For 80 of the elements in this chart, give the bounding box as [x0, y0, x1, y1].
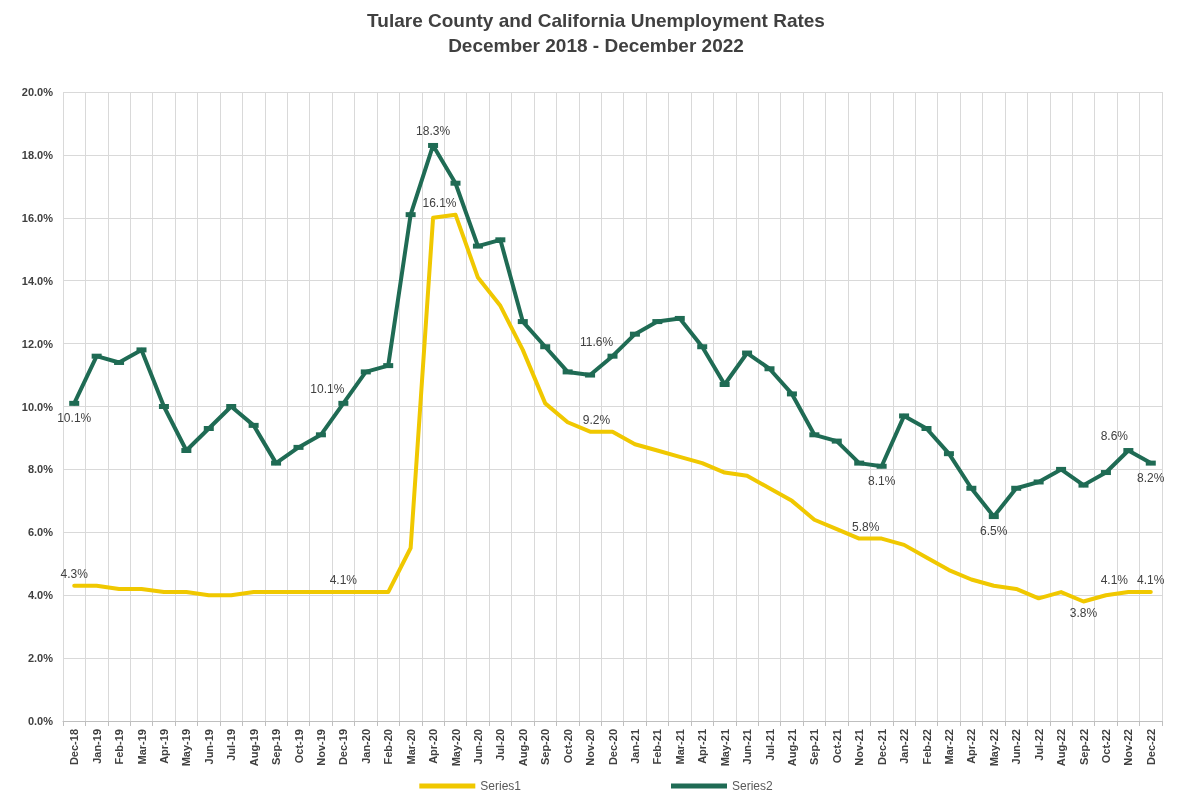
- x-tick-label: Apr-20: [427, 729, 440, 764]
- x-tick-label: Sep-22: [1077, 729, 1090, 766]
- y-tick-label: 6.0%: [27, 526, 54, 539]
- x-tick-label: Nov-22: [1122, 729, 1135, 766]
- data-label: 6.5%: [980, 524, 1008, 539]
- y-tick-label: 20.0%: [21, 86, 54, 98]
- data-label: 4.1%: [329, 573, 358, 588]
- x-tick-label: Aug-21: [785, 729, 798, 767]
- data-label: 8.2%: [1137, 470, 1165, 485]
- x-tick-label: Feb-21: [651, 729, 664, 765]
- x-tick-label: Nov-21: [853, 729, 866, 766]
- data-label: 5.8%: [851, 519, 880, 534]
- x-tick-label: Dec-22: [1144, 729, 1157, 766]
- y-tick-label: 2.0%: [27, 652, 54, 665]
- x-tick-label: Sep-21: [808, 729, 821, 766]
- x-tick-label: Oct-22: [1099, 729, 1112, 764]
- y-tick-label: 0.0%: [27, 715, 54, 727]
- x-tick-label: May-19: [180, 729, 193, 767]
- x-tick-label: Jun-20: [471, 729, 484, 765]
- x-tick-label: Apr-19: [157, 729, 170, 764]
- x-tick-label: Jul-22: [1032, 729, 1045, 761]
- x-tick-label: May-21: [718, 729, 731, 767]
- x-tick-label: May-22: [987, 729, 1000, 767]
- x-tick-label: Jun-19: [202, 729, 215, 765]
- data-label: 8.1%: [867, 473, 896, 488]
- chart-title: Tulare County and California Unemployment Rates: [367, 10, 825, 31]
- data-label: 8.6%: [1100, 429, 1129, 444]
- x-tick-label: Aug-19: [247, 729, 260, 767]
- y-tick-label: 10.0%: [21, 400, 54, 413]
- x-tick-label: Mar-19: [135, 729, 148, 765]
- x-tick-label: Mar-20: [404, 729, 417, 765]
- x-tick-label: Oct-20: [561, 729, 574, 764]
- legend-label: Series2: [732, 779, 774, 793]
- x-tick-label: Nov-19: [314, 729, 327, 766]
- data-label: 3.8%: [1069, 606, 1098, 621]
- chart-subtitle: December 2018 - December 2022: [448, 35, 744, 56]
- x-tick-label: Oct-21: [830, 729, 843, 764]
- x-tick-label: Dec-18: [68, 729, 81, 766]
- y-tick-label: 18.0%: [21, 148, 54, 161]
- x-tick-label: Dec-19: [337, 729, 350, 766]
- x-tick-label: Dec-21: [875, 729, 888, 766]
- x-tick-label: Aug-22: [1055, 729, 1068, 767]
- legend-label: Series1: [480, 779, 522, 793]
- x-tick-label: Jan-22: [898, 729, 911, 764]
- x-tick-label: Apr-21: [696, 729, 709, 764]
- data-label: 11.6%: [579, 334, 614, 349]
- x-tick-label: Jul-20: [494, 729, 507, 761]
- x-tick-label: Jul-21: [763, 729, 776, 761]
- data-label: 4.1%: [1100, 573, 1129, 588]
- data-label: 18.3%: [416, 123, 451, 138]
- y-tick-label: 12.0%: [21, 337, 54, 350]
- x-tick-label: Feb-20: [382, 729, 395, 765]
- x-tick-label: Feb-22: [920, 729, 933, 765]
- x-tick-label: Aug-20: [516, 729, 529, 767]
- data-label: 4.1%: [1137, 573, 1165, 588]
- x-tick-label: Jan-21: [628, 729, 641, 764]
- x-tick-label: Sep-19: [270, 729, 283, 766]
- x-tick-label: Jul-19: [225, 729, 238, 761]
- y-tick-label: 4.0%: [27, 589, 54, 602]
- x-tick-label: Oct-19: [292, 729, 305, 764]
- x-tick-label: Sep-20: [539, 729, 552, 766]
- y-tick-label: 14.0%: [21, 274, 54, 287]
- x-tick-label: Mar-22: [942, 729, 955, 765]
- y-tick-label: 8.0%: [27, 463, 54, 476]
- x-tick-label: Feb-19: [113, 729, 126, 765]
- data-label: 9.2%: [582, 412, 611, 427]
- x-tick-label: Mar-21: [673, 729, 686, 765]
- x-tick-label: May-20: [449, 729, 462, 767]
- data-label: 10.1%: [310, 381, 345, 396]
- data-label: 4.3%: [60, 566, 89, 581]
- x-tick-label: Jun-21: [741, 729, 754, 765]
- x-tick-label: Apr-22: [965, 729, 978, 764]
- data-label: 10.1%: [57, 410, 92, 425]
- y-tick-label: 16.0%: [21, 211, 54, 224]
- x-tick-label: Nov-20: [584, 729, 597, 766]
- data-label: 16.1%: [422, 195, 457, 210]
- x-tick-label: Dec-20: [606, 729, 619, 766]
- x-tick-label: Jan-20: [359, 729, 372, 764]
- x-tick-label: Jun-22: [1010, 729, 1023, 765]
- x-tick-label: Jan-19: [90, 729, 103, 764]
